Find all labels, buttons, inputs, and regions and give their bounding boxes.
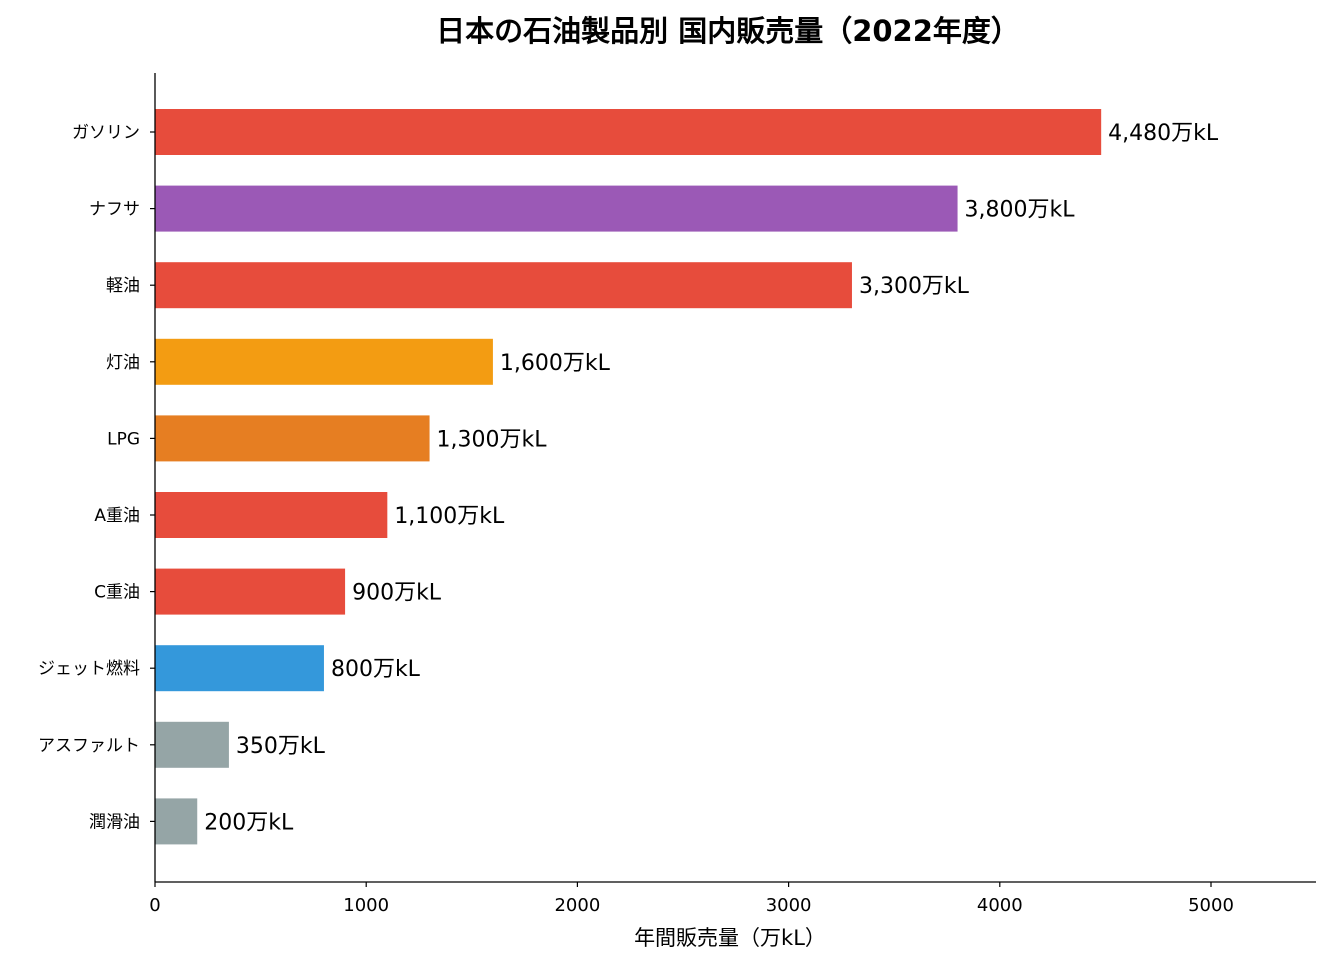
x-tick-label-3: 3000 (766, 895, 812, 916)
y-tick-label-4: LPG (107, 429, 140, 449)
y-tick-label-5: A重油 (94, 506, 140, 526)
x-ticks-group: 0 1000 2000 3000 4000 5000 (149, 882, 1234, 916)
data-label-9: 200万kL (204, 810, 294, 835)
x-tick-label-5: 5000 (1188, 895, 1234, 916)
y-tick-label-3: 灯油 (106, 353, 140, 373)
axes-group (154, 73, 1316, 883)
bar-1 (155, 185, 958, 232)
data-label-8: 350万kL (236, 734, 326, 759)
x-tick-label-1: 1000 (343, 895, 389, 916)
bar-7 (155, 645, 324, 692)
bar-4 (155, 415, 430, 462)
data-label-0: 4,480万kL (1108, 121, 1219, 146)
bar-6 (155, 568, 346, 615)
y-tick-label-8: アスファルト (38, 736, 140, 756)
x-axis-label: 年間販売量（万kL） (634, 926, 826, 950)
y-tick-label-2: 軽油 (106, 276, 140, 296)
data-label-6: 900万kL (352, 581, 442, 606)
bar-2 (155, 262, 852, 309)
data-label-2: 3,300万kL (859, 274, 970, 299)
x-tick-label-4: 4000 (977, 895, 1023, 916)
y-tick-label-1: ナフサ (89, 200, 140, 220)
bars-group: 4,480万kL 3,800万kL 3,300万kL 1,600万kL 1,300万kL… (155, 109, 1219, 845)
data-label-4: 1,300万kL (437, 427, 548, 452)
x-tick-label-0: 0 (149, 895, 160, 916)
x-tick-label-2: 2000 (554, 895, 600, 916)
y-tick-label-6: C重油 (94, 583, 140, 603)
data-label-3: 1,600万kL (500, 351, 611, 376)
bar-8 (155, 721, 229, 768)
data-label-5: 1,100万kL (394, 504, 505, 529)
bar-5 (155, 492, 388, 538)
data-label-7: 800万kL (331, 657, 421, 682)
data-label-1: 3,800万kL (965, 198, 1076, 223)
y-tick-label-7: ジェット燃料 (38, 659, 140, 679)
bar-3 (155, 338, 493, 385)
bar-9 (155, 798, 198, 845)
y-tick-label-9: 潤滑油 (89, 812, 140, 832)
bar-0 (155, 109, 1102, 155)
chart-title: 日本の石油製品別 国内販売量（2022年度） (436, 14, 1020, 48)
y-tick-label-0: ガソリン (72, 123, 140, 143)
